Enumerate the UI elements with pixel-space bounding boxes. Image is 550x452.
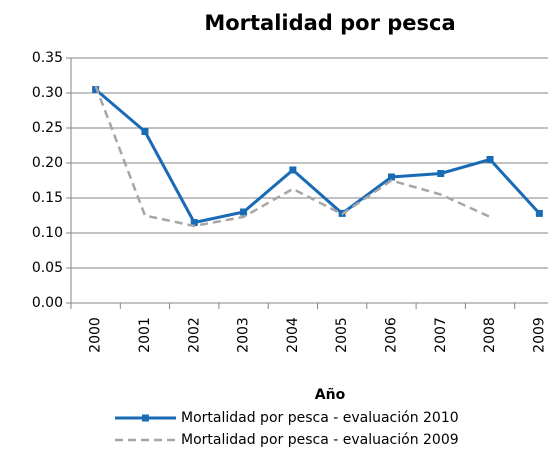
y-tick-label: 0.25: [32, 120, 63, 136]
y-tick-label: 0.30: [32, 85, 63, 101]
x-tick-label: 2004: [285, 317, 301, 353]
legend-label: Mortalidad por pesca - evaluación 2009: [181, 432, 459, 448]
marker: [141, 128, 149, 135]
marker: [190, 219, 198, 226]
y-tick-label: 0.10: [32, 225, 63, 241]
x-tick-label: 2009: [531, 317, 547, 353]
x-tick-label: 2000: [88, 317, 104, 353]
y-tick-label: 0.05: [32, 260, 63, 276]
y-tick-label: 0.35: [32, 50, 63, 66]
x-tick-label: 2008: [482, 317, 498, 353]
marker: [486, 156, 494, 163]
y-tick-label: 0.15: [32, 190, 63, 206]
marker: [240, 208, 248, 216]
x-tick-label: 2007: [433, 317, 449, 353]
marker: [535, 209, 543, 217]
x-tick-label: 2001: [137, 317, 153, 353]
y-tick-label: 0.20: [32, 155, 63, 171]
y-tick-label: 0.00: [32, 295, 63, 311]
x-tick-label: 2003: [236, 317, 252, 353]
x-tick-label: 2006: [383, 317, 399, 353]
legend-marker: [142, 414, 149, 422]
x-axis-label: Año: [315, 387, 346, 403]
chart-title: Mortalidad por pesca: [204, 11, 455, 35]
marker: [289, 166, 297, 174]
x-tick-label: 2005: [334, 317, 350, 353]
marker: [387, 173, 395, 181]
series-line: [94, 88, 541, 225]
series-line: [94, 85, 491, 228]
legend-label: Mortalidad por pesca - evaluación 2010: [181, 410, 459, 426]
marker: [437, 170, 445, 177]
x-tick-label: 2002: [186, 317, 202, 353]
